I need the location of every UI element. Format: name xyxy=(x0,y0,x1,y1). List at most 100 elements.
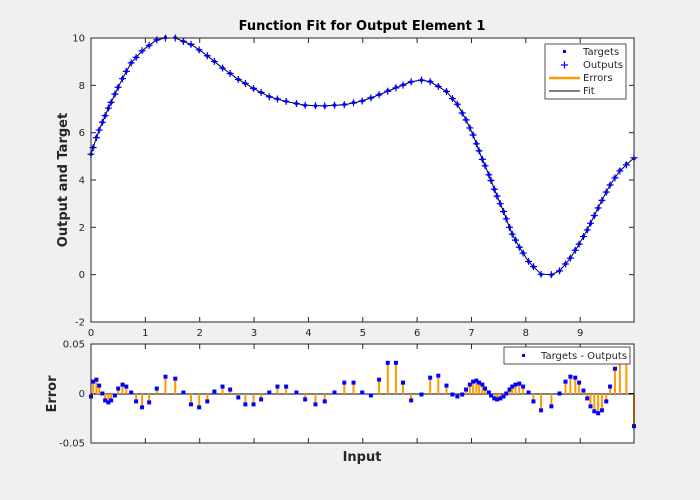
error-marker xyxy=(409,398,414,403)
error-marker xyxy=(332,390,337,395)
error-marker xyxy=(460,392,465,397)
target-marker xyxy=(313,104,317,108)
target-marker xyxy=(592,214,596,218)
error-marker xyxy=(220,384,225,389)
error-marker xyxy=(313,402,318,407)
target-marker xyxy=(604,190,608,194)
legend-fit: Fit xyxy=(583,86,595,97)
target-marker xyxy=(284,99,288,103)
error-marker xyxy=(467,382,472,387)
error-marker xyxy=(498,396,503,401)
target-marker xyxy=(147,44,151,48)
error-marker xyxy=(585,396,590,401)
target-marker xyxy=(103,114,107,118)
error-marker xyxy=(294,390,299,395)
error-marker xyxy=(129,390,134,395)
x-tick-label: 5 xyxy=(360,328,366,339)
target-marker xyxy=(124,69,128,73)
target-marker xyxy=(455,102,459,106)
error-marker xyxy=(154,386,159,391)
target-marker xyxy=(477,149,481,153)
target-marker xyxy=(504,217,508,221)
target-marker xyxy=(502,210,506,214)
error-marker xyxy=(124,384,129,389)
target-marker xyxy=(564,262,568,266)
error-marker xyxy=(236,395,241,400)
target-marker xyxy=(444,89,448,93)
target-marker xyxy=(474,141,478,145)
fit-axes-box xyxy=(90,37,635,323)
error-axes-box xyxy=(90,343,635,444)
target-marker xyxy=(483,164,487,168)
error-marker xyxy=(197,405,202,410)
error-marker xyxy=(474,378,479,383)
legend-outputs-marker xyxy=(561,61,568,69)
error-marker xyxy=(103,398,108,403)
error-legend: Targets - Outputs xyxy=(503,346,631,365)
target-marker xyxy=(419,78,423,82)
x-tick-label: 1 xyxy=(142,328,148,339)
target-marker xyxy=(464,118,468,122)
y-tick-label: 0 xyxy=(79,270,85,281)
fit-legend: Targets Outputs Errors Fit xyxy=(544,43,627,100)
x-tick-label: 8 xyxy=(523,328,529,339)
error-marker xyxy=(385,360,390,365)
error-marker xyxy=(120,382,125,387)
target-marker xyxy=(510,232,514,236)
error-marker xyxy=(351,380,356,385)
target-marker xyxy=(323,104,327,108)
target-marker xyxy=(116,85,120,89)
error-marker xyxy=(243,402,248,407)
y-tick-label: 4 xyxy=(79,176,85,187)
target-marker xyxy=(303,103,307,107)
error-marker xyxy=(400,380,405,385)
target-marker xyxy=(97,128,101,132)
target-marker xyxy=(577,242,581,246)
legend-targets: Targets xyxy=(582,47,619,58)
target-marker xyxy=(436,84,440,88)
target-marker xyxy=(155,38,159,42)
x-axis-label: Input xyxy=(343,450,382,465)
y-tick-label: -2 xyxy=(75,318,85,329)
y-tick-label: 6 xyxy=(79,128,85,139)
target-marker xyxy=(252,87,256,91)
error-marker xyxy=(163,374,168,379)
error-marker xyxy=(563,379,568,384)
target-marker xyxy=(608,183,612,187)
error-marker xyxy=(189,402,194,407)
legend-outputs: Outputs xyxy=(583,60,623,71)
error-marker xyxy=(596,411,601,416)
error-marker xyxy=(393,360,398,365)
target-marker xyxy=(489,179,493,183)
target-marker xyxy=(333,103,337,107)
error-marker xyxy=(360,390,365,395)
target-marker xyxy=(109,101,113,105)
target-marker xyxy=(94,135,98,139)
fit-line xyxy=(90,37,635,276)
chart-title: Function Fit for Output Element 1 xyxy=(239,19,486,34)
target-marker xyxy=(221,66,225,70)
error-marker xyxy=(444,383,449,388)
error-marker xyxy=(495,397,500,402)
target-marker xyxy=(568,256,572,260)
error-marker xyxy=(436,373,441,378)
target-marker xyxy=(189,43,193,47)
target-marker xyxy=(498,202,502,206)
error-marker xyxy=(140,405,145,410)
target-marker xyxy=(624,162,628,166)
legend-error-marker xyxy=(522,354,525,357)
target-marker xyxy=(360,99,364,103)
target-marker xyxy=(480,157,484,161)
error-marker xyxy=(526,390,531,395)
x-tick-label: 2 xyxy=(197,328,203,339)
target-marker xyxy=(471,133,475,137)
error-marker xyxy=(604,399,609,404)
fit-axes: Function Fit for Output Element 1 Output… xyxy=(56,19,638,339)
error-marker xyxy=(483,386,488,391)
error-marker xyxy=(492,396,497,401)
error-marker xyxy=(147,400,152,405)
error-marker xyxy=(588,404,593,409)
target-marker xyxy=(581,234,585,238)
error-marker xyxy=(212,389,217,394)
legend-targets-minus-outputs: Targets - Outputs xyxy=(540,351,627,362)
